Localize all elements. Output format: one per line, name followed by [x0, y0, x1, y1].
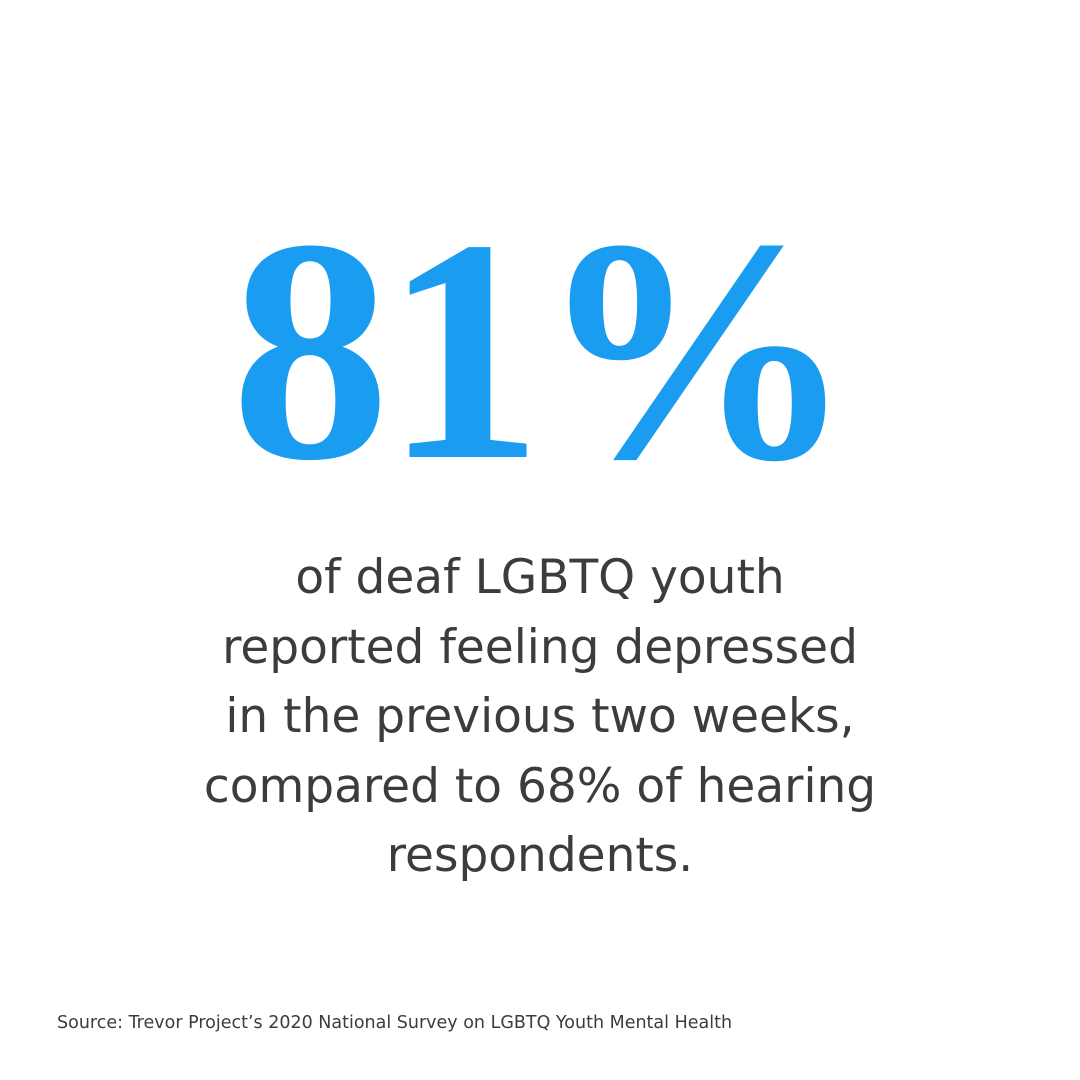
body-line: in the previous two weeks,: [225, 689, 855, 744]
headline-stat: 81%: [231, 174, 855, 526]
body-text: of deaf LGBTQ youth reported feeling depr…: [0, 543, 1080, 891]
body-line: reported feeling depressed: [222, 619, 858, 675]
body-line: respondents.: [386, 828, 694, 883]
body-line: of deaf LGBTQ youth: [295, 550, 785, 605]
source-note: Source: Trevor Project’s 2020 National S…: [57, 1013, 733, 1033]
body-line: compared to 68% of hearing: [203, 758, 877, 814]
